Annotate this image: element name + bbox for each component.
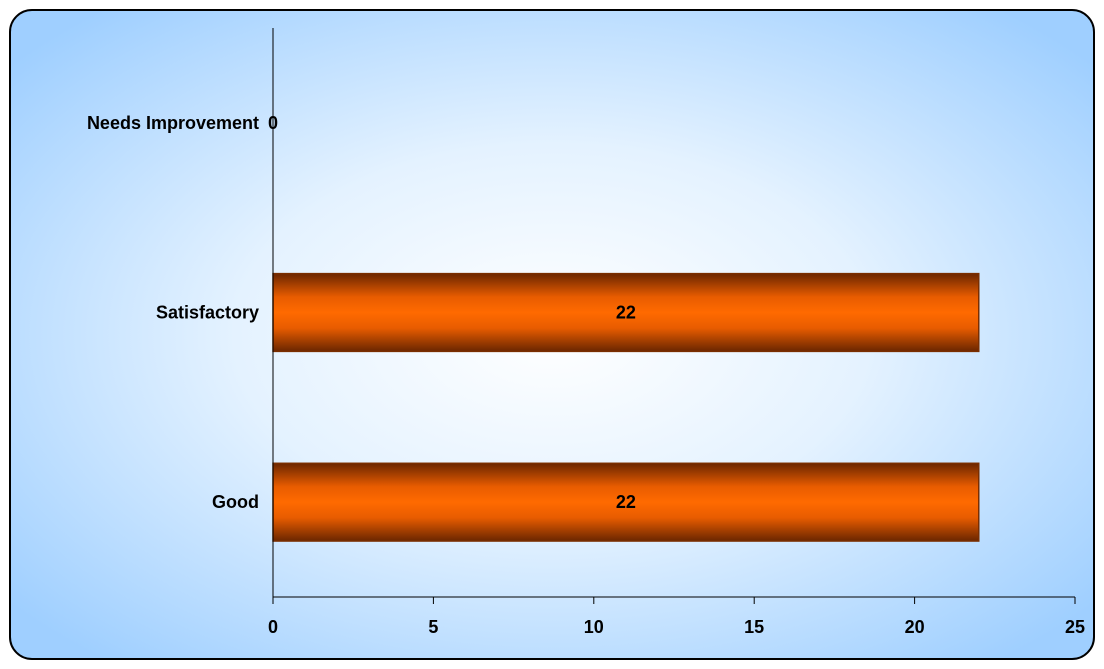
x-tick-label: 0 xyxy=(268,617,278,637)
x-tick-label: 10 xyxy=(584,617,604,637)
data-label: 22 xyxy=(616,303,636,323)
labels-layer: Needs Improvement 0 Satisfactory 22 Good 22 xyxy=(87,113,636,512)
x-tick-label: 15 xyxy=(744,617,764,637)
bar-satisfactory xyxy=(272,272,980,353)
data-label: 22 xyxy=(616,492,636,512)
x-tick-label: 5 xyxy=(428,617,438,637)
ticks-layer: 0 5 10 15 20 25 xyxy=(268,597,1085,637)
bars-layer xyxy=(272,272,980,542)
x-tick-label: 20 xyxy=(905,617,925,637)
category-label: Needs Improvement xyxy=(87,113,259,133)
category-label: Good xyxy=(212,492,259,512)
data-label: 0 xyxy=(268,113,278,133)
category-label: Satisfactory xyxy=(156,303,259,323)
x-tick-label: 25 xyxy=(1065,617,1085,637)
bar-good xyxy=(272,462,980,542)
